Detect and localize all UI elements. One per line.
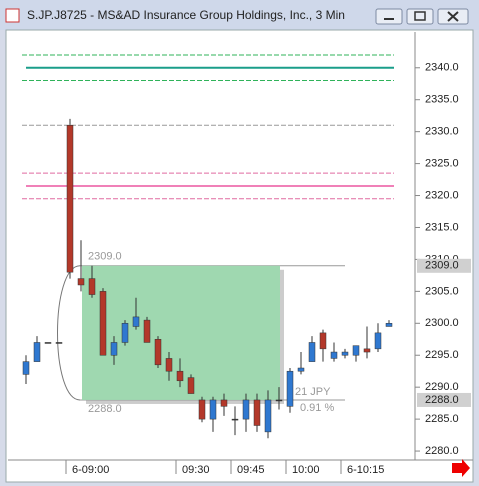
y-tick-label: 2335.0: [425, 94, 459, 106]
measure-high-label: 2309.0: [88, 251, 122, 263]
candle-body: [209, 399, 217, 420]
maximize-button[interactable]: [406, 8, 434, 25]
measure-percent: 0.91 %: [300, 402, 334, 414]
candle-body: [319, 332, 327, 350]
measure-low-label: 2288.0: [88, 403, 122, 415]
candle-body: [165, 358, 173, 372]
candle-body: [176, 370, 184, 382]
scroll-arrow[interactable]: [452, 459, 470, 477]
y-tick-label: 2320.0: [425, 189, 459, 201]
close-icon: [447, 11, 459, 22]
candle-body: [77, 278, 85, 286]
candle-body: [352, 345, 360, 356]
candle-body: [363, 348, 371, 353]
candle-body: [374, 332, 382, 350]
candle-body: [187, 377, 195, 394]
candle-body: [341, 351, 349, 356]
window-title: S.JP.J8725 - MS&AD Insurance Group Holdi…: [27, 8, 345, 22]
minimize-button[interactable]: [375, 8, 403, 25]
app-icon: [5, 8, 20, 23]
y-tick-label: 2330.0: [425, 126, 459, 138]
candle-body: [110, 342, 118, 356]
price-marker: 2309.0: [425, 260, 459, 272]
x-tick-label: 10:00: [292, 464, 320, 476]
candle-body: [88, 278, 96, 295]
x-tick-label: 09:30: [182, 464, 210, 476]
y-tick-label: 2295.0: [425, 349, 459, 361]
measure-change: 21 JPY: [295, 386, 331, 398]
y-tick-label: 2340.0: [425, 62, 459, 74]
y-tick-label: 2305.0: [425, 285, 459, 297]
candle-body: [220, 399, 228, 407]
price-marker-bg: [417, 258, 471, 273]
y-tick-label: 2300.0: [425, 317, 459, 329]
candle-body: [264, 399, 272, 433]
x-tick-label: 6-10:15: [347, 464, 384, 476]
candle-body: [55, 342, 63, 344]
candle-body: [22, 361, 30, 375]
x-tick-label: 09:45: [237, 464, 265, 476]
candle-body: [286, 370, 294, 407]
x-tick-label: 6-09:00: [72, 464, 109, 476]
y-tick-label: 2325.0: [425, 158, 459, 170]
candle-body: [33, 342, 41, 362]
candle-body: [385, 323, 393, 327]
candle-body: [297, 367, 305, 372]
maximize-icon: [414, 11, 426, 21]
candle-body: [66, 125, 74, 273]
candle-body: [132, 316, 140, 327]
candle-body: [253, 399, 261, 426]
y-tick-label: 2315.0: [425, 221, 459, 233]
price-marker-bg: [417, 392, 471, 407]
y-tick-label: 2290.0: [425, 381, 459, 393]
candle-body: [308, 342, 316, 362]
price-marker: 2288.0: [425, 394, 459, 406]
candle-body: [198, 399, 206, 420]
candle-body: [44, 342, 52, 344]
candle-body: [231, 418, 239, 421]
candle-body: [242, 399, 250, 420]
candle-body: [99, 291, 107, 356]
y-tick-label: 2280.0: [425, 445, 459, 457]
y-tick-label: 2285.0: [425, 413, 459, 425]
candle-body: [330, 351, 338, 359]
candle-body: [275, 399, 283, 402]
candle-body: [143, 319, 151, 343]
chart-frame: [5, 29, 474, 483]
candle-body: [154, 339, 162, 366]
candle-body: [121, 323, 129, 343]
